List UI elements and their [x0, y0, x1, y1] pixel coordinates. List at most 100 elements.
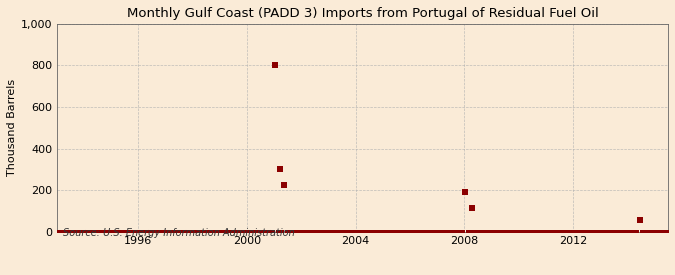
Point	[86, 230, 97, 234]
Point	[222, 230, 233, 234]
Point	[610, 230, 620, 234]
Point	[66, 230, 77, 234]
Point	[267, 230, 278, 234]
Point	[274, 167, 285, 172]
Point	[161, 230, 172, 234]
Point	[322, 230, 333, 234]
Point	[71, 230, 82, 234]
Point	[487, 230, 498, 234]
Point	[474, 230, 485, 234]
Point	[61, 230, 72, 234]
Point	[288, 230, 299, 234]
Point	[464, 230, 475, 234]
Point	[236, 230, 246, 234]
Point	[123, 230, 134, 234]
Point	[623, 230, 634, 234]
Point	[64, 230, 75, 234]
Point	[352, 230, 362, 234]
Point	[376, 230, 387, 234]
Point	[573, 230, 584, 234]
Point	[571, 230, 582, 234]
Point	[88, 230, 99, 234]
Point	[125, 230, 136, 234]
Point	[621, 230, 632, 234]
Point	[399, 230, 410, 234]
Point	[374, 230, 385, 234]
Point	[259, 230, 269, 234]
Point	[605, 230, 616, 234]
Point	[394, 230, 405, 234]
Point	[478, 230, 489, 234]
Point	[596, 230, 607, 234]
Point	[245, 230, 256, 234]
Point	[127, 230, 138, 234]
Point	[533, 230, 543, 234]
Point	[116, 230, 127, 234]
Point	[548, 230, 559, 234]
Point	[193, 230, 204, 234]
Point	[277, 230, 288, 234]
Point	[514, 230, 525, 234]
Point	[136, 230, 147, 234]
Point	[342, 230, 353, 234]
Point	[134, 230, 145, 234]
Point	[414, 230, 425, 234]
Point	[302, 230, 313, 234]
Point	[387, 230, 398, 234]
Point	[270, 63, 281, 68]
Point	[186, 230, 197, 234]
Point	[256, 230, 267, 234]
Point	[247, 230, 258, 234]
Point	[250, 230, 261, 234]
Point	[344, 230, 355, 234]
Point	[576, 230, 587, 234]
Point	[200, 230, 211, 234]
Point	[429, 230, 439, 234]
Point	[315, 230, 326, 234]
Point	[229, 230, 240, 234]
Point	[329, 230, 340, 234]
Point	[157, 230, 167, 234]
Point	[317, 230, 328, 234]
Point	[159, 230, 169, 234]
Point	[297, 230, 308, 234]
Point	[372, 230, 383, 234]
Point	[539, 230, 550, 234]
Point	[449, 230, 460, 234]
Point	[68, 230, 79, 234]
Point	[593, 230, 604, 234]
Point	[207, 230, 217, 234]
Point	[254, 230, 265, 234]
Point	[261, 230, 271, 234]
Point	[362, 230, 373, 234]
Point	[190, 230, 201, 234]
Point	[553, 230, 564, 234]
Point	[132, 230, 142, 234]
Point	[462, 230, 473, 234]
Point	[555, 230, 566, 234]
Point	[537, 230, 548, 234]
Point	[643, 230, 654, 234]
Point	[320, 230, 331, 234]
Point	[439, 230, 450, 234]
Point	[225, 230, 236, 234]
Point	[564, 230, 575, 234]
Point	[583, 230, 593, 234]
Point	[381, 230, 392, 234]
Point	[670, 230, 675, 234]
Point	[205, 230, 215, 234]
Point	[155, 230, 165, 234]
Point	[84, 230, 95, 234]
Point	[338, 230, 348, 234]
Point	[111, 230, 122, 234]
Point	[59, 230, 70, 234]
Point	[442, 230, 453, 234]
Point	[551, 230, 562, 234]
Point	[173, 230, 184, 234]
Point	[93, 230, 104, 234]
Point	[82, 230, 92, 234]
Point	[476, 230, 487, 234]
Point	[105, 230, 115, 234]
Point	[367, 230, 378, 234]
Point	[331, 230, 342, 234]
